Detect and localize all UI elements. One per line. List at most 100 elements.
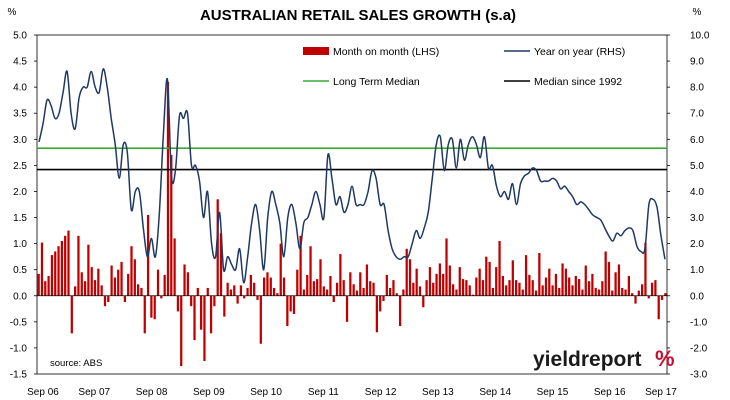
right-axis: -3.0 -2.0 -1.0 0.0 1.0 2.0 3.0 4.0 5.0 6.0 7.0 8.0 9… [667,31,710,381]
mom-bar [302,289,306,296]
mom-bar [488,261,491,296]
mom-bar [448,265,451,296]
mom-bar [246,287,249,296]
mom-bar [127,273,130,296]
mom-bar [395,293,398,296]
mom-bar [379,295,382,312]
mom-bar [604,251,607,296]
mom-bar [398,295,402,327]
right-tick-label: 2.0 [690,239,704,250]
mom-bar [641,284,644,296]
mom-bar [279,243,282,296]
mom-bar [150,295,153,318]
mom-bar [627,275,630,296]
mom-bar [359,272,362,296]
mom-bar [402,289,405,296]
mom-bar [369,281,372,296]
mom-bar [299,235,302,296]
legend-label-yoy: Year on year (RHS) [534,46,625,58]
mom-bar [289,295,292,312]
mom-bar [415,268,418,296]
x-tick-label: Sep 15 [537,387,569,398]
mom-bars [37,81,667,367]
mom-bar [511,260,514,296]
mom-bar [442,273,445,296]
mom-bar [531,280,534,296]
mom-bar [233,285,236,296]
mom-bar [571,285,574,296]
x-tick-label: Sep 16 [594,387,626,398]
x-tick-label: Sep 14 [479,387,511,398]
left-unit: % [8,7,17,18]
left-tick-label: 2.5 [13,161,27,172]
mom-bar [578,279,581,296]
mom-bar [521,289,524,296]
mom-bar [478,268,481,296]
x-tick-label: Sep 12 [365,387,397,398]
mom-bar [253,282,256,296]
mom-bar [40,242,44,296]
mom-bar [176,295,180,312]
mom-bar [87,244,90,296]
mom-bar [335,282,339,296]
mom-bar [528,274,531,296]
mom-bar [223,295,226,317]
mom-bar [349,272,352,296]
mom-bar [206,287,209,296]
mom-bar [654,280,657,296]
mom-bar [319,259,322,296]
mom-bar [624,289,627,296]
mom-bar [256,295,259,300]
left-tick-label: 4.5 [13,57,27,68]
mom-bar [296,269,299,296]
mom-bar [601,281,604,296]
mom-bar [392,280,395,296]
mom-bar [389,287,392,296]
mom-bar [312,281,315,296]
mom-bar [123,295,126,303]
mom-bar [631,293,634,296]
mom-bar [385,274,388,296]
mom-bar [352,284,355,296]
left-tick-label: 0.0 [13,291,27,302]
legend-label-mom: Month on month (LHS) [333,46,439,58]
mom-bar [594,287,597,296]
mom-bar [133,259,136,296]
mom-bar [120,261,123,296]
mom-bar [97,268,100,296]
mom-bar [50,255,54,296]
mom-bar [100,285,103,296]
mom-bar [90,267,93,296]
mom-bar [445,238,448,296]
left-tick-label: 3.0 [13,135,27,146]
mom-bar [306,274,309,296]
mom-bar [345,295,349,322]
mom-bar [515,280,518,296]
mom-bar [54,251,57,296]
mom-bar [326,289,329,296]
mom-bar [614,272,617,296]
mom-bar [243,295,246,299]
mom-bar [160,295,163,299]
mom-bar [213,295,216,307]
x-tick-label: Sep 13 [422,387,454,398]
mom-bar [140,287,143,296]
mom-bar [485,256,488,296]
mom-bar [117,269,120,296]
mom-bar [332,295,335,303]
x-axis: Sep 06 Sep 07 Sep 08 Sep 09 Sep 10 Sep 11 Sep … [27,387,677,398]
mom-bar [137,284,140,296]
mom-bar [263,277,266,296]
left-tick-label: 4.0 [13,83,27,94]
mom-bar [80,272,83,296]
mom-bar [465,280,468,296]
mom-bar [37,273,40,296]
mom-bar [64,235,67,296]
mom-bar [113,277,117,296]
mom-bar [93,280,97,296]
mom-bar [405,248,408,296]
mom-bar [226,282,229,296]
left-axis: -1.5 -1.0 -0.5 0.0 0.5 1.0 1.5 2.0 2.5 3.0 3.5 4.0 4… [10,31,37,381]
mom-bar [170,154,173,296]
